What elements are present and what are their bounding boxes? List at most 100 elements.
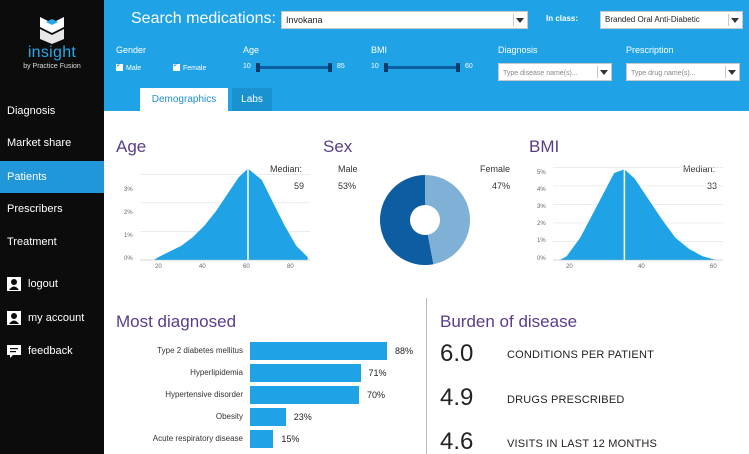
bmi-y-tick: 4% <box>537 187 546 193</box>
prescription-placeholder: Type drug name(s)... <box>631 70 696 77</box>
drugs-value: 4.9 <box>440 384 474 411</box>
feedback-link[interactable]: feedback <box>7 342 73 360</box>
female-checkbox[interactable]: Female <box>173 61 207 72</box>
female-checkbox-label: Female <box>183 65 207 72</box>
diagnosis-bar[interactable] <box>250 430 274 448</box>
male-pct: 53% <box>338 181 357 191</box>
chevron-down-icon <box>513 14 525 26</box>
bmi-range-slider[interactable]: 10 60 <box>371 63 481 73</box>
prescription-input[interactable]: Type drug name(s)... <box>626 63 740 81</box>
male-checkbox[interactable]: Male <box>116 61 141 72</box>
logo[interactable]: insight by Practice Fusion <box>0 14 104 70</box>
age-min-value: 10 <box>243 63 251 70</box>
female-pct: 47% <box>492 181 511 191</box>
diagnosis-placeholder: Type disease name(s)... <box>503 70 578 77</box>
bmi-histogram <box>553 167 723 261</box>
bmi-y-tick: 1% <box>537 238 546 244</box>
checkbox-checked <box>173 61 180 71</box>
nav-treatment[interactable]: Treatment <box>0 226 104 258</box>
age-range-track <box>256 66 331 69</box>
nav-label: Diagnosis <box>7 105 56 117</box>
male-label: Male <box>338 164 358 174</box>
logo-icon <box>40 17 64 44</box>
logout-link[interactable]: logout <box>7 275 58 293</box>
distribution-area <box>559 169 717 260</box>
medication-value: Invokana <box>286 15 323 25</box>
donut-slice-female[interactable] <box>425 175 470 265</box>
bmi-x-tick: 40 <box>638 264 645 270</box>
search-label: Search medications: <box>131 10 276 27</box>
diagnosis-bar[interactable] <box>250 408 286 426</box>
diagnosis-bar[interactable] <box>250 342 387 360</box>
bmi-y-tick: 3% <box>537 204 546 210</box>
diagnosis-bar[interactable] <box>250 364 361 382</box>
my-account-link[interactable]: my account <box>7 309 84 327</box>
prescription-filter-label: Prescription <box>626 45 674 55</box>
nav-prescribers[interactable]: Prescribers <box>0 193 104 225</box>
tab-demographics[interactable]: Demographics <box>140 88 228 111</box>
section-divider <box>426 298 427 454</box>
sex-donut <box>380 175 470 265</box>
bmi-median-label: Median: <box>683 164 716 174</box>
feedback-label: feedback <box>28 345 73 357</box>
age-y-tick: 2% <box>124 210 133 216</box>
diagnosis-label: Acute respiratory disease <box>152 434 243 443</box>
diagnosis-pct: 23% <box>293 412 312 422</box>
diagnosis-label: Hypertensive disorder <box>165 390 243 399</box>
bmi-max-value: 60 <box>465 63 473 70</box>
bmi-min-handle[interactable] <box>384 63 388 72</box>
age-y-tick: 1% <box>124 233 133 239</box>
bmi-x-tick: 20 <box>566 264 573 270</box>
diagnosis-pct: 88% <box>395 346 414 356</box>
donut-slice-male[interactable] <box>380 175 434 265</box>
age-title: Age <box>116 137 147 156</box>
nav-diagnosis[interactable]: Diagnosis <box>0 95 104 127</box>
age-x-tick: 20 <box>155 264 162 270</box>
diagnosis-bar[interactable] <box>250 386 359 404</box>
age-histogram <box>140 168 310 261</box>
medication-select[interactable]: Invokana <box>281 11 528 29</box>
age-range-slider[interactable]: 10 85 <box>243 63 353 73</box>
age-x-tick: 80 <box>287 264 294 270</box>
diagnosis-pct: 15% <box>281 434 300 444</box>
age-min-handle[interactable] <box>256 63 260 72</box>
age-median-value: 59 <box>294 181 305 191</box>
most-diagnosed-title: Most diagnosed <box>116 312 237 331</box>
bmi-max-handle[interactable] <box>456 63 460 72</box>
visits-value: 4.6 <box>440 428 474 454</box>
tab-labs[interactable]: Labs <box>232 88 272 111</box>
diagnosis-pct: 70% <box>366 390 385 400</box>
bmi-range-track <box>384 66 459 69</box>
logout-label: logout <box>28 278 58 290</box>
tab-label: Demographics <box>151 94 217 105</box>
diagnosis-label: Type 2 diabetes mellitus <box>157 346 243 355</box>
nav-label: Prescribers <box>7 203 63 215</box>
bmi-y-tick: 2% <box>537 221 546 227</box>
class-select[interactable]: Branded Oral Anti-Diabetic <box>600 11 743 29</box>
nav-market-share[interactable]: Market share <box>0 127 104 159</box>
age-max-value: 85 <box>337 63 345 70</box>
diagnosis-pct: 71% <box>368 368 387 378</box>
bmi-min-value: 10 <box>371 63 379 70</box>
search-header: Search medications: Invokana In class: B… <box>104 0 749 111</box>
nav-patients[interactable]: Patients <box>0 161 104 193</box>
conditions-label: CONDITIONS PER PATIENT <box>507 349 655 361</box>
user-icon <box>7 277 21 292</box>
nav-label: Patients <box>7 171 47 183</box>
diagnosis-input[interactable]: Type disease name(s)... <box>498 63 612 81</box>
gender-label: Gender <box>116 45 147 55</box>
diagnosis-label: Obesity <box>215 412 243 421</box>
age-y-tick: 0% <box>124 256 133 262</box>
bmi-y-tick: 0% <box>537 256 546 262</box>
user-icon <box>7 311 21 326</box>
tab-label: Labs <box>241 94 263 105</box>
age-median-label: Median: <box>270 164 303 174</box>
diagnosis-label: Hyperlipidemia <box>190 368 243 377</box>
sex-title: Sex <box>323 137 353 156</box>
age-max-handle[interactable] <box>328 63 332 72</box>
burden-title: Burden of disease <box>440 312 578 331</box>
nav-label: Treatment <box>7 236 57 248</box>
diagnosis-filter-label: Diagnosis <box>498 45 538 55</box>
age-y-tick: 3% <box>124 187 133 193</box>
